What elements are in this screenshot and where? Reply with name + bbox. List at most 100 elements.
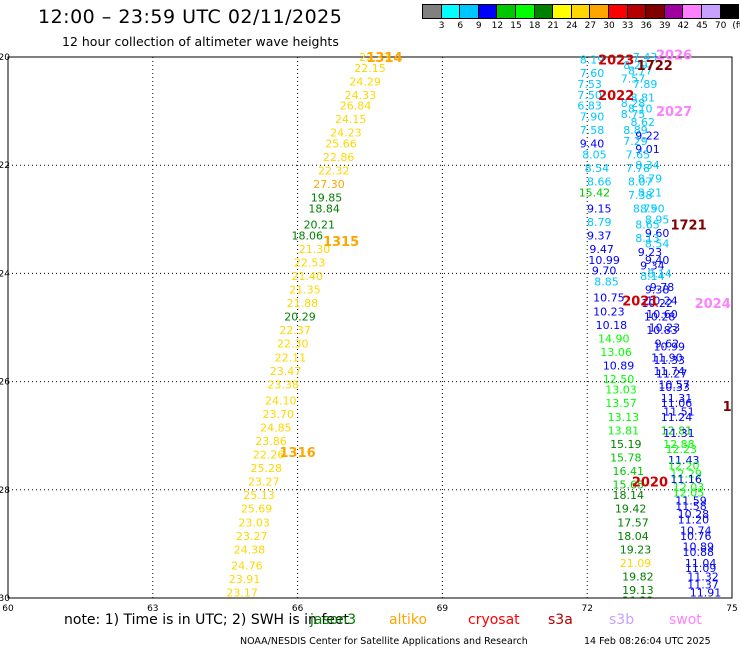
wave-height-value: 12.05	[673, 487, 705, 500]
wave-height-value: 19.85	[311, 192, 343, 205]
wave-height-value: 23.38	[267, 378, 299, 391]
legend-item-jason3: jason3	[310, 612, 357, 628]
wave-height-value: 10.75	[593, 292, 625, 305]
wave-height-value: 9.15	[587, 202, 612, 215]
wave-height-value: 14.90	[598, 332, 630, 345]
wave-height-value: 17.57	[617, 516, 649, 529]
wave-height-value: 7.58	[580, 124, 605, 137]
wave-height-value: 11.90	[651, 351, 683, 364]
wave-height-value: 10.23	[649, 322, 681, 335]
page-subtitle: 12 hour collection of altimeter wave hei…	[62, 34, 339, 49]
wave-height-value: 24.38	[234, 543, 266, 556]
wave-height-value: 23.27	[248, 476, 280, 489]
wave-height-value: 20.29	[284, 311, 316, 324]
wave-height-value: 8.29	[623, 59, 648, 72]
wave-height-value: 9.01	[635, 143, 660, 156]
wave-height-value: 18.84	[308, 202, 340, 215]
colorbar-tick-label: 6	[457, 21, 464, 31]
wave-height-value: 11.51	[663, 405, 695, 418]
wave-height-value: 7.78	[626, 162, 651, 175]
colorbar-swatch	[719, 4, 740, 19]
wave-height-value: 6.83	[577, 100, 602, 113]
wave-height-value: 10.76	[680, 530, 712, 543]
wave-height-value: 11.37	[687, 578, 719, 591]
wave-height-value: 24.15	[335, 113, 367, 126]
wave-height-value: 8.05	[582, 148, 607, 161]
pass-label: 2023	[598, 54, 634, 69]
wave-height-value: 9.47	[589, 243, 614, 256]
wave-height-value: 18.14	[612, 489, 644, 502]
colorbar-tick-label: 21	[547, 21, 559, 31]
generation-timestamp: 14 Feb 08:26:04 UTC 2025	[584, 636, 711, 647]
wave-height-value: 10.83	[646, 324, 678, 337]
wave-height-value: 22.15	[354, 62, 386, 75]
wave-height-value: 24.33	[345, 89, 377, 102]
latitude-tick-label: -26	[0, 378, 10, 388]
wave-height-value: 11.91	[690, 587, 722, 600]
wave-height-value: 13.81	[608, 424, 640, 437]
wave-height-value: 10.74	[680, 524, 712, 537]
wave-height-value: 10.28	[678, 508, 710, 521]
wave-height-value: 23.91	[229, 573, 261, 586]
wave-height-value: 21.09	[620, 557, 652, 570]
wave-height-value: 9.40	[580, 138, 605, 151]
wave-height-value: 7.38	[628, 189, 653, 202]
wave-height-value: 18.06	[292, 230, 324, 243]
pass-label: 1721	[670, 219, 706, 234]
colorbar-tick-label: 24	[566, 21, 578, 31]
wave-height-value: 8.66	[587, 175, 612, 188]
colorbar-tick-label: (ft)	[732, 21, 740, 31]
wave-height-value: 25.28	[250, 462, 282, 475]
wave-height-value: 7.57	[621, 73, 646, 86]
wave-height-value: 12.81	[661, 424, 693, 437]
colorbar-tick-label: 36	[640, 21, 652, 31]
longitude-tick-label: 69	[437, 604, 449, 614]
wave-height-value: 7.60	[580, 67, 605, 80]
wave-height-value: 10.22	[641, 297, 673, 310]
wave-height-value: 15.42	[579, 186, 611, 199]
wave-height-value: 12.29	[670, 468, 702, 481]
wave-height-value: 23.27	[236, 530, 268, 543]
wave-height-value: 24.23	[330, 127, 362, 140]
wave-height-value: 9.38	[645, 284, 670, 297]
wave-height-value: 21.40	[292, 270, 324, 283]
longitude-tick-label: 60	[2, 604, 14, 614]
longitude-tick-label: 66	[292, 604, 304, 614]
wave-height-value: 8.65	[635, 219, 660, 232]
wave-height-value: 9.40	[645, 254, 670, 267]
wave-height-value: 19.42	[615, 503, 647, 516]
pass-label: 2024	[695, 297, 731, 312]
wave-height-value: 11.74	[654, 365, 686, 378]
wave-height-value: 10.23	[593, 305, 625, 318]
wave-height-value: 10.89	[603, 359, 635, 372]
longitude-tick-label: 63	[147, 604, 158, 614]
pass-label: 1722	[637, 59, 673, 74]
wave-height-value: 8.07	[628, 175, 653, 188]
wave-height-value: 24.76	[231, 560, 263, 573]
wave-height-value: 11.59	[675, 495, 707, 508]
pass-label: 2022	[598, 89, 634, 104]
wave-height-value: 7.53	[577, 78, 602, 91]
wave-height-value: 25.66	[325, 138, 357, 151]
latitude-tick-label: -20	[0, 53, 10, 63]
wave-height-value: 11.06	[661, 397, 693, 410]
wave-height-value: 11.09	[685, 562, 717, 575]
wave-height-value: 8.13	[635, 232, 660, 245]
wave-height-value: 22.53	[294, 257, 326, 270]
wave-height-value: 13.13	[608, 411, 640, 424]
wave-height-value: 7.50	[577, 89, 602, 102]
colorbar-tick-label: 27	[584, 21, 597, 31]
wave-height-value: 19.13	[622, 584, 654, 597]
wave-height-value: 8.90	[640, 202, 665, 215]
latitude-tick-label: -28	[0, 486, 10, 496]
legend-item-s3a: s3a	[548, 612, 573, 628]
wave-height-value: 13.06	[600, 346, 632, 359]
wave-height-value: 13.03	[605, 384, 637, 397]
wave-height-value: 9.78	[650, 281, 675, 294]
wave-height-value: 8.14	[647, 267, 672, 280]
wave-height-value: 21.35	[289, 284, 321, 297]
wave-height-value: 7.29	[623, 135, 648, 148]
wave-height-value: 10.99	[654, 340, 686, 353]
wave-height-value: 15.65	[612, 478, 644, 491]
wave-height-value: 23.70	[263, 408, 295, 421]
